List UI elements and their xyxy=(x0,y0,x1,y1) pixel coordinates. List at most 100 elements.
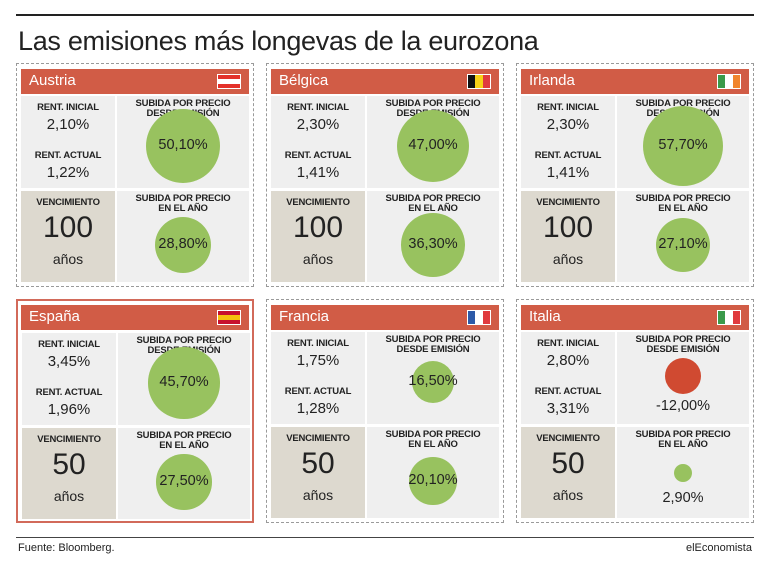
year-gain-panel: SUBIDA POR PRECIO EN EL AÑO 27,50% xyxy=(118,428,250,519)
year-gain-value: 27,10% xyxy=(658,236,708,252)
chart-title: Las emisiones más longevas de la eurozon… xyxy=(18,26,539,56)
flag-stripe xyxy=(218,311,240,316)
year-gain-panel: SUBIDA POR PRECIO EN EL AÑO 2,90% xyxy=(617,427,749,518)
emission-gain-label-line1: SUBIDA POR PRECIO xyxy=(385,98,481,109)
country-card: Irlanda RENT. INICIAL 2,30% RENT. ACTUAL 1,4… xyxy=(516,63,754,287)
emission-gain-label-line1: SUBIDA POR PRECIO xyxy=(135,98,231,109)
country-card: Francia RENT. INICIAL 1,75% RENT. ACTUAL 1,2… xyxy=(266,299,504,523)
maturity-panel: VENCIMIENTO 50 años xyxy=(271,427,365,518)
maturity-label: VENCIMIENTO xyxy=(36,197,100,208)
flag-icon xyxy=(217,74,241,89)
year-gain-label: SUBIDA POR PRECIO EN EL AÑO xyxy=(367,194,499,214)
rent-actual-label: RENT. ACTUAL xyxy=(534,386,602,397)
flag-stripe xyxy=(718,311,726,324)
yield-panel: RENT. INICIAL 2,80% RENT. ACTUAL 3,31% xyxy=(521,332,615,424)
emission-gain-value: 45,70% xyxy=(159,374,209,390)
emission-gain-bubble xyxy=(664,357,702,395)
year-gain-value: 27,50% xyxy=(159,473,209,489)
flag-stripe xyxy=(482,311,490,324)
emission-gain-label-line1: SUBIDA POR PRECIO xyxy=(635,98,731,109)
maturity-panel: VENCIMIENTO 100 años xyxy=(271,191,365,282)
flag-stripe xyxy=(218,83,240,88)
maturity-label: VENCIMIENTO xyxy=(536,433,600,444)
rent-actual-value: 1,22% xyxy=(46,164,90,181)
rent-actual-label: RENT. ACTUAL xyxy=(534,150,602,161)
rent-inicial-label: RENT. INICIAL xyxy=(287,102,349,113)
year-gain-label-line2: EN EL AÑO xyxy=(658,439,708,450)
flag-stripe xyxy=(218,79,240,84)
year-gain-label-line2: EN EL AÑO xyxy=(408,439,458,450)
emission-gain-bubble xyxy=(145,108,221,184)
rent-inicial-label: RENT. INICIAL xyxy=(38,339,100,350)
flag-icon xyxy=(467,74,491,89)
card-header: España xyxy=(21,305,249,330)
year-gain-label-line2: EN EL AÑO xyxy=(159,440,209,451)
year-gain-label-line1: SUBIDA POR PRECIO xyxy=(385,429,481,440)
year-gain-label-line2: EN EL AÑO xyxy=(658,203,708,214)
rent-inicial-value: 3,45% xyxy=(47,353,91,370)
rent-inicial-value: 1,75% xyxy=(296,352,340,369)
year-gain-value: 36,30% xyxy=(408,236,458,252)
emission-gain-label-line1: SUBIDA POR PRECIO xyxy=(635,334,731,345)
top-rule xyxy=(16,14,754,16)
maturity-panel: VENCIMIENTO 100 años xyxy=(21,191,115,282)
emission-gain-label-line1: SUBIDA POR PRECIO xyxy=(136,335,232,346)
year-gain-label-line1: SUBIDA POR PRECIO xyxy=(135,193,231,204)
rent-actual-label: RENT. ACTUAL xyxy=(284,386,352,397)
flag-stripe xyxy=(475,75,483,88)
maturity-label: VENCIMIENTO xyxy=(286,433,350,444)
rent-inicial-value: 2,30% xyxy=(546,116,590,133)
rent-actual-label: RENT. ACTUAL xyxy=(34,150,102,161)
maturity-unit: años xyxy=(53,488,85,504)
rent-actual-label: RENT. ACTUAL xyxy=(284,150,352,161)
flag-stripe xyxy=(218,315,240,320)
maturity-unit: años xyxy=(302,487,334,503)
country-name: España xyxy=(29,308,80,325)
year-gain-bubble xyxy=(409,457,457,505)
flag-icon xyxy=(717,74,741,89)
year-gain-label-line2: EN EL AÑO xyxy=(408,203,458,214)
maturity-value: 100 xyxy=(292,211,344,244)
rent-actual-value: 3,31% xyxy=(546,400,590,417)
year-gain-panel: SUBIDA POR PRECIO EN EL AÑO 36,30% xyxy=(367,191,499,282)
card-header: Bélgica xyxy=(271,69,499,94)
rent-actual-value: 1,28% xyxy=(296,400,340,417)
country-name: Italia xyxy=(529,308,561,325)
year-gain-value: 28,80% xyxy=(158,236,208,252)
emission-gain-label-line2: DESDE EMISIÓN xyxy=(646,344,720,355)
footer-rule xyxy=(16,537,754,538)
emission-gain-bubble xyxy=(148,347,220,419)
emission-gain-value: 50,10% xyxy=(158,137,208,153)
year-gain-label: SUBIDA POR PRECIO EN EL AÑO xyxy=(367,430,499,450)
year-gain-label-line1: SUBIDA POR PRECIO xyxy=(635,193,731,204)
flag-icon xyxy=(217,310,241,325)
flag-stripe xyxy=(482,75,490,88)
year-gain-value: 20,10% xyxy=(408,472,458,488)
emission-gain-panel: SUBIDA POR PRECIO DESDE EMISIÓN -12,00% xyxy=(617,332,749,424)
country-name: Francia xyxy=(279,308,330,325)
emission-gain-value: 16,50% xyxy=(408,373,458,389)
flag-stripe xyxy=(718,75,726,88)
rent-actual-label: RENT. ACTUAL xyxy=(35,387,103,398)
emission-gain-label-line2: DESDE EMISIÓN xyxy=(396,344,470,355)
year-gain-panel: SUBIDA POR PRECIO EN EL AÑO 20,10% xyxy=(367,427,499,518)
flag-stripe xyxy=(725,311,733,324)
flag-stripe xyxy=(468,75,476,88)
flag-stripe xyxy=(732,75,740,88)
country-card: Italia RENT. INICIAL 2,80% RENT. ACTUAL 3,31… xyxy=(516,299,754,523)
rent-inicial-value: 2,10% xyxy=(46,116,90,133)
year-gain-label: SUBIDA POR PRECIO EN EL AÑO xyxy=(118,431,250,451)
maturity-unit: años xyxy=(52,251,84,267)
yield-panel: RENT. INICIAL 2,30% RENT. ACTUAL 1,41% xyxy=(271,96,365,188)
country-card: Bélgica RENT. INICIAL 2,30% RENT. ACTUAL 1,4… xyxy=(266,63,504,287)
maturity-value: 100 xyxy=(42,211,94,244)
flag-icon xyxy=(717,310,741,325)
country-name: Irlanda xyxy=(529,72,575,89)
card-header: Austria xyxy=(21,69,249,94)
country-grid: Austria RENT. INICIAL 2,10% RENT. ACTUAL 1,2… xyxy=(16,63,756,533)
emission-gain-bubble xyxy=(411,360,455,404)
emission-gain-label-line1: SUBIDA POR PRECIO xyxy=(385,334,481,345)
